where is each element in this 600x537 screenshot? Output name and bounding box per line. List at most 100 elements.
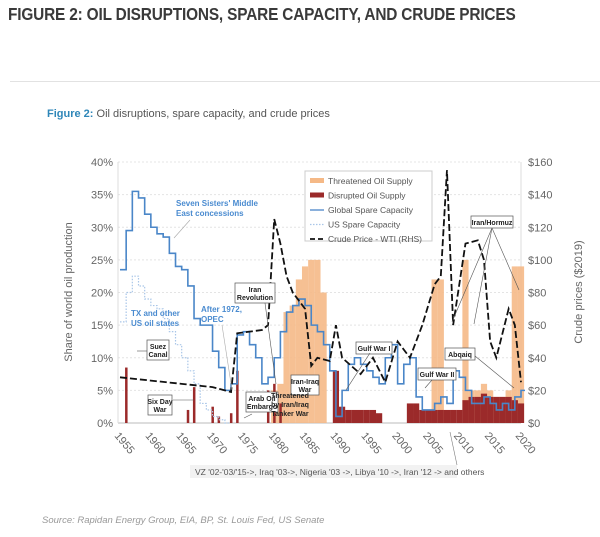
annotation-seven-sisters: East concessions [176, 209, 244, 218]
disrupted-supply-bar [279, 403, 282, 423]
bottom-note-box [190, 465, 457, 478]
y2-tick-label: $0 [528, 418, 540, 430]
crude-price-line [119, 170, 522, 394]
disrupted-supply-bar [125, 367, 128, 423]
x-tick-label: 1975 [235, 430, 260, 456]
y-tick-label: 15% [91, 320, 113, 332]
disrupted-supply-bar [363, 409, 370, 423]
threatened-supply-bar [517, 266, 525, 423]
x-tick-label: 2000 [389, 430, 414, 456]
disrupted-supply-bar [406, 403, 414, 423]
disrupted-supply-bar [462, 400, 469, 423]
divider [10, 81, 600, 82]
y-tick-label: 0% [97, 418, 113, 430]
annotation-leader [449, 431, 458, 466]
y2-tick-label: $80 [528, 288, 546, 300]
annotation-iran-revolution-box [234, 282, 276, 304]
disrupted-supply-bar [443, 409, 451, 423]
threatened-supply-bar [462, 259, 469, 423]
annotation-arab-oil-embargo: Arab Oil [248, 396, 275, 403]
annotation-six-day-war: Six Day [147, 399, 172, 406]
figure-caption-label: Figure 2: [47, 108, 94, 120]
threatened-supply-bar [511, 266, 518, 423]
annotation-leader [243, 413, 253, 419]
disrupted-supply-bar [236, 370, 239, 423]
disrupted-supply-bar [376, 413, 383, 423]
disrupted-supply-bar [357, 409, 364, 423]
disrupted-supply-bar [480, 393, 488, 423]
legend-box [304, 170, 433, 242]
annotation-gulf-war-2: Gulf War II [420, 372, 455, 379]
annotation-suez-canal: Suez [150, 344, 167, 351]
global-spare-capacity-line [120, 190, 525, 418]
x-tick-label: 2015 [482, 430, 507, 456]
legend-label: Crude Price - WTI (RHS) [328, 234, 422, 244]
x-tick-label: 2010 [451, 430, 476, 456]
annotation-leader [474, 355, 515, 389]
legend: Threatened Oil Supply Disrupted Oil Suppl… [304, 170, 433, 244]
annotation-gulf-war-1: Gulf War I [358, 346, 391, 353]
x-tick-label: 1985 [297, 430, 322, 456]
threatened-supply-bar [283, 312, 290, 423]
annotation-iran-revolution: Iran [249, 287, 262, 294]
y-tick-label: 10% [91, 353, 113, 365]
y2-tick-label: $60 [528, 320, 546, 332]
y-tick-label: 5% [97, 385, 113, 397]
y2-axis-title: Crude prices ($2019) [573, 240, 585, 343]
y-tick-label: 40% [91, 157, 113, 169]
annotation-tx-us-oil-states: TX and other [131, 309, 180, 318]
disrupted-supply-bar [437, 409, 444, 423]
legend-swatch [310, 178, 324, 183]
annotation-iran-iraq-war-box [290, 374, 320, 396]
source-note: Source: Rapidan Energy Group, EIA, BP, S… [42, 515, 325, 526]
y-tick-label: 20% [91, 288, 113, 300]
y-axis-title: Share of world oil production [63, 222, 75, 361]
disrupted-supply-bar [345, 409, 352, 423]
annotation-bottom-note: VZ '02-'03/'15->, Iraq '03->, Nigeria '0… [195, 467, 484, 477]
x-tick-label: 2020 [513, 430, 538, 456]
annotation-iran-iraq-war: Iran-Iraq [291, 379, 319, 386]
y-tick-label: 25% [91, 255, 113, 267]
disrupted-supply-bar [192, 387, 196, 423]
annotation-leader [264, 302, 277, 385]
disrupted-supply-bar [419, 409, 426, 423]
threatened-supply-bar [308, 259, 315, 423]
annotation-tanker-war: by Iran/Iraq [271, 402, 309, 409]
disrupted-supply-bar [456, 409, 463, 423]
x-tick-label: 1980 [266, 430, 291, 456]
x-tick-label: 1990 [328, 430, 353, 456]
figure-caption-text: Oil disruptions, spare capacity, and cru… [93, 108, 330, 120]
threatened-supply-bar [289, 305, 296, 423]
legend-swatch [310, 192, 324, 198]
y2-tick-label: $120 [528, 222, 552, 234]
y2-tick-label: $20 [528, 385, 546, 397]
annotation-abqaiq: Abqaiq [448, 352, 472, 359]
legend-label: Disrupted Oil Supply [328, 191, 406, 201]
annotation-leader [345, 352, 371, 391]
x-tick-label: 1970 [204, 430, 229, 456]
page-title: FIGURE 2: OIL DISRUPTIONS, SPARE CAPACIT… [8, 4, 516, 24]
annotation-tx-us-oil-states: US oil states [131, 319, 180, 328]
disrupted-supply-bar [186, 409, 190, 423]
annotation-iran-revolution: Revolution [237, 295, 273, 302]
x-tick-label: 1955 [112, 430, 137, 456]
x-tick-label: 1960 [143, 430, 168, 456]
legend-label: Threatened Oil Supply [328, 176, 413, 186]
annotation-leader [221, 324, 233, 391]
disrupted-supply-bar [425, 409, 432, 423]
disrupted-supply-bar [450, 409, 457, 423]
annotation-leader [451, 227, 493, 323]
threatened-supply-bar [437, 279, 444, 423]
disrupted-supply-bar [511, 400, 518, 423]
annotation-after-1972-opec: After 1972, [201, 305, 242, 314]
disrupted-supply-bar [229, 413, 233, 423]
disrupted-supply-bar [487, 396, 494, 423]
y-tick-label: 35% [91, 190, 113, 202]
legend-label: Global Spare Capacity [328, 205, 414, 215]
annotation-arab-oil-embargo: Embargo [247, 404, 277, 411]
annotation-abqaiq-box [444, 347, 476, 361]
us-spare-capacity-line [120, 275, 229, 424]
y2-tick-label: $160 [528, 157, 552, 169]
threatened-supply-bar [320, 292, 327, 423]
